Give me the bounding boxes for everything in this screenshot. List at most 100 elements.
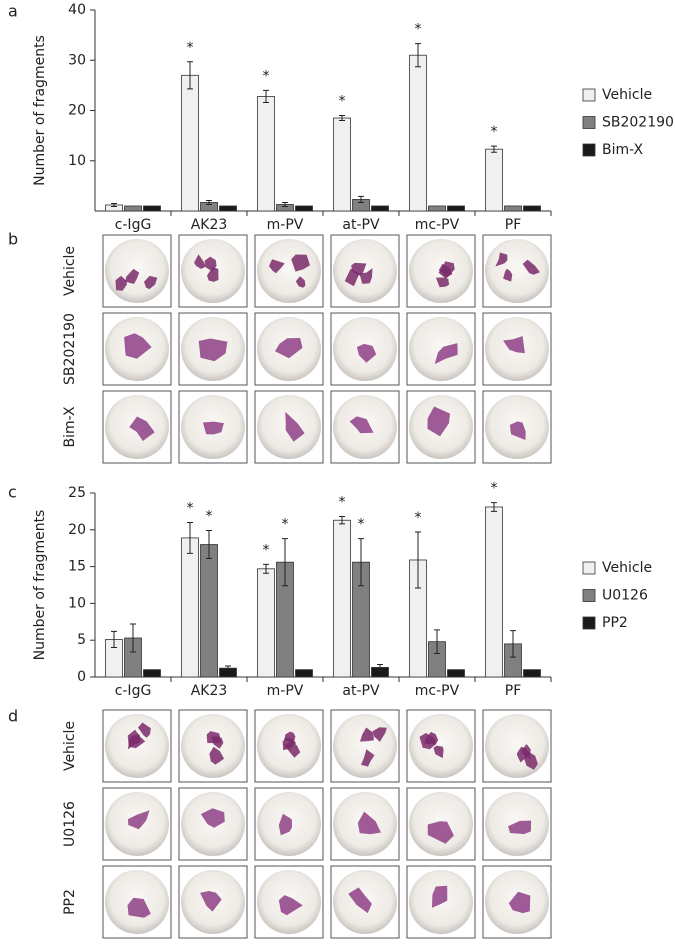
tissue-fragment (351, 262, 367, 276)
tissue-fragment (372, 727, 387, 742)
dish (485, 714, 549, 778)
tissue-fragment (508, 820, 532, 835)
y-tick-label: 10 (68, 153, 86, 169)
row-label: U0126 (62, 801, 78, 847)
tissue-fragment (127, 810, 150, 830)
tissue-fragment (207, 267, 219, 282)
x-tick-label: PF (505, 217, 522, 233)
legend-label: Vehicle (602, 87, 652, 103)
y-tick-label: 40 (68, 2, 86, 18)
tissue-fragment (361, 749, 375, 767)
panel-label: d (8, 707, 18, 726)
x-tick-label: at-PV (342, 217, 380, 233)
error-bar (415, 531, 421, 589)
bar (371, 205, 389, 212)
error-bar (206, 530, 212, 560)
error-bar (358, 195, 364, 203)
significance-mark: * (339, 495, 346, 511)
tissue-fragment (495, 252, 508, 267)
x-tick-label: mc-PV (415, 217, 460, 233)
row-label: Vehicle (62, 246, 78, 296)
x-tick-label: PF (505, 683, 522, 699)
x-tick-label: c-IgG (115, 683, 152, 699)
row-label: Bim-X (62, 406, 78, 447)
y-tick-label: 15 (68, 559, 86, 575)
significance-mark: * (415, 510, 422, 526)
significance-mark: * (187, 500, 194, 516)
dish (257, 239, 321, 303)
error-bar (339, 115, 345, 122)
error-bar (434, 629, 440, 654)
tissue-fragment (291, 254, 310, 272)
significance-mark: * (339, 94, 346, 110)
error-bar (130, 623, 136, 653)
bar (409, 54, 427, 212)
significance-mark: * (491, 481, 498, 497)
tissue-fragment (124, 333, 152, 359)
significance-mark: * (263, 542, 270, 558)
y-tick-label: 10 (68, 595, 86, 611)
legend-label: Vehicle (602, 560, 652, 576)
tissue-fragment (285, 411, 305, 442)
dish (333, 239, 397, 303)
bar (257, 568, 275, 678)
error-bar (510, 630, 516, 658)
error-bar (187, 61, 193, 90)
x-tick-label: AK23 (191, 683, 228, 699)
error-bar (187, 521, 193, 554)
legend-label: Bim-X (602, 142, 643, 158)
tissue-fragment (508, 891, 531, 914)
tissue-fragment (509, 421, 526, 440)
tissue-fragment (127, 897, 151, 918)
legend-swatch (582, 143, 596, 157)
bar (295, 205, 313, 212)
tissue-fragment (125, 268, 140, 284)
y-tick-label: 0 (77, 669, 86, 685)
bar (295, 669, 313, 678)
legend-label: U0126 (602, 588, 648, 604)
error-bar (111, 202, 117, 207)
tissue-fragment (295, 276, 306, 288)
significance-mark: * (206, 509, 213, 525)
x-tick-label: AK23 (191, 217, 228, 233)
significance-mark: * (282, 517, 289, 533)
y-tick-label: 20 (68, 522, 86, 538)
tissue-fragment (200, 808, 225, 828)
tissue-fragment (275, 338, 303, 359)
tissue-fragment (278, 813, 292, 836)
x-tick-label: m-PV (267, 683, 304, 699)
row-label: SB202190 (62, 313, 78, 385)
tissue-fragment (127, 729, 146, 749)
tissue-fragment (524, 750, 538, 770)
error-bar (263, 563, 269, 574)
tissue-fragment (348, 887, 372, 914)
error-bar (206, 199, 212, 205)
legend-swatch (582, 616, 596, 630)
error-bar (282, 538, 288, 587)
tissue-fragment (427, 821, 454, 844)
error-bar (377, 663, 383, 671)
tissue-fragment (198, 338, 228, 362)
tissue-fragment (200, 891, 222, 912)
bar (257, 96, 275, 212)
significance-mark: * (415, 22, 422, 38)
dish (409, 317, 473, 381)
tissue-fragment (194, 254, 207, 269)
bar (428, 205, 446, 212)
tissue-fragment (522, 259, 540, 275)
bar (143, 669, 161, 678)
bar (143, 205, 161, 212)
tissue-fragment (434, 343, 458, 365)
significance-mark: * (187, 40, 194, 56)
bar (523, 669, 541, 678)
error-bar (491, 502, 497, 512)
y-tick-label: 20 (68, 103, 86, 119)
significance-mark: * (491, 124, 498, 140)
bar (447, 205, 465, 212)
legend-label: SB202190 (602, 115, 674, 131)
tissue-fragment (359, 268, 373, 284)
tissue-fragment (503, 336, 525, 354)
dish (105, 239, 169, 303)
tissue-fragment (202, 421, 224, 435)
